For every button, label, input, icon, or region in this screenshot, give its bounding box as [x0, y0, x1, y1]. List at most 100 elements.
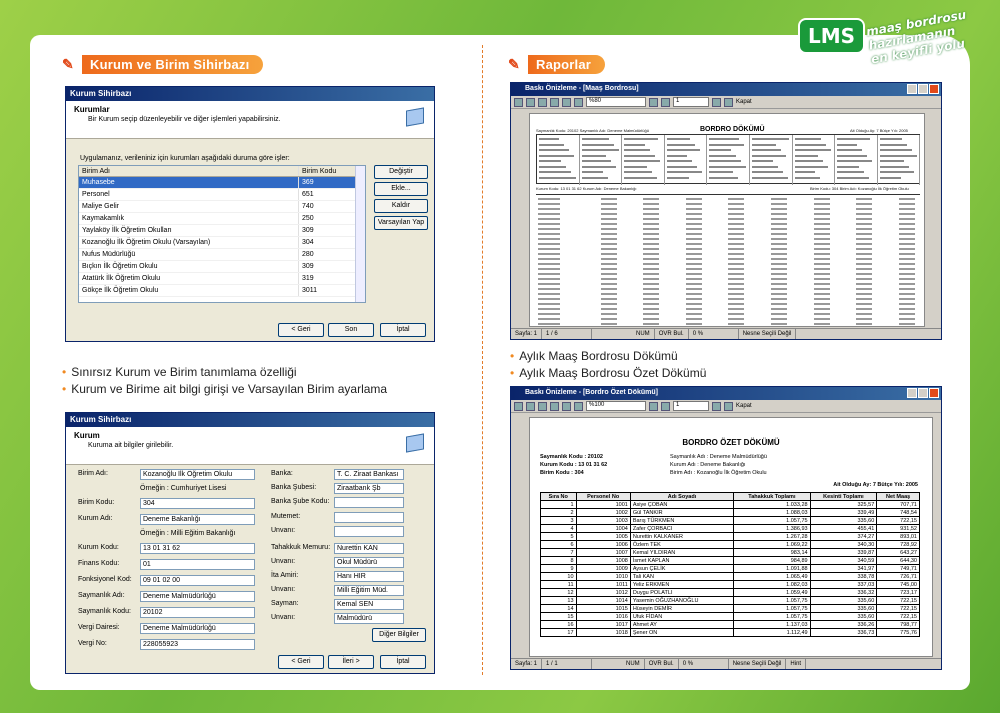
table-row[interactable]: Yaylaköy İlk Öğretim Okulları 309 [79, 225, 365, 237]
page-icon[interactable] [562, 97, 571, 107]
close-icon[interactable] [929, 84, 939, 94]
zoom-icon[interactable] [574, 401, 583, 411]
feature-list-right: • Aylık Maaş Bordrosu Dökümü • Aylık Maaş … [510, 348, 706, 382]
finish-button[interactable]: Son [328, 323, 374, 337]
back-button[interactable]: < Geri [278, 655, 324, 669]
unit-name: Gökçe İlk Öğretim Okulu [79, 285, 299, 296]
field-input[interactable]: Deneme Malmüdürlüğü [140, 591, 255, 602]
field-input[interactable]: Deneme Malmüdürlüğü [140, 623, 255, 634]
lms-logo: LMS [798, 18, 866, 54]
search-icon[interactable] [550, 401, 559, 411]
column-header[interactable]: Birim Adı [79, 166, 299, 176]
add-button[interactable]: Ekle... [374, 182, 428, 196]
cancel-button[interactable]: İptal [380, 323, 426, 337]
field-input[interactable]: Nurettin KAN [334, 543, 404, 554]
prev-page-icon[interactable] [661, 97, 670, 107]
page-icon[interactable] [562, 401, 571, 411]
field-input[interactable]: Kemal SEN [334, 599, 404, 610]
first-page-icon[interactable] [649, 97, 658, 107]
header-cell [750, 135, 793, 185]
table-row[interactable]: Kozanoğlu İlk Öğretim Okulu (Varsayılan)… [79, 237, 365, 249]
close-preview-button[interactable]: Kapat [736, 403, 752, 409]
zoom-icon[interactable] [574, 97, 583, 107]
field-input[interactable]: T. C. Ziraat Bankası [334, 469, 404, 480]
field-input[interactable]: 09 01 02 00 [140, 575, 255, 586]
next-button[interactable]: İleri > [328, 655, 374, 669]
last-page-icon[interactable] [724, 401, 733, 411]
field-input[interactable]: Milli Eğitim Müd. [334, 585, 404, 596]
unit-code: 309 [302, 227, 314, 234]
print-icon[interactable] [514, 401, 523, 411]
more-info-button[interactable]: Diğer Bilgiler [372, 628, 426, 642]
last-page-icon[interactable] [724, 97, 733, 107]
next-page-icon[interactable] [712, 401, 721, 411]
maximize-icon[interactable] [918, 388, 928, 398]
table-row[interactable]: Atatürk İlk Öğretim Okulu 319 [79, 273, 365, 285]
report-header-left: Saymanlık Kodu: 20102 Saymanlık Adı: Den… [536, 128, 649, 133]
field-input[interactable] [334, 512, 404, 523]
save-icon[interactable] [526, 97, 535, 107]
minimize-icon[interactable] [907, 84, 917, 94]
table-row[interactable]: Muhasebe 369 [79, 177, 365, 189]
print-icon[interactable] [514, 97, 523, 107]
field-input[interactable]: 228055923 [140, 639, 255, 650]
table-cell: Özlem TEK [629, 540, 735, 549]
preview-toolbar: %100 1 Kapat [511, 400, 941, 413]
table-row[interactable]: Maliye Gelir 740 [79, 201, 365, 213]
preview-toolbar: %80 1 Kapat [511, 96, 941, 109]
wizard-subheading: Bir Kurum seçip düzenleyebilir ve diğer … [88, 116, 281, 123]
field-input[interactable]: 01 [140, 559, 255, 570]
maximize-icon[interactable] [918, 84, 928, 94]
field-hint: Örneğin : Milli Eğitim Bakanlığı [140, 530, 236, 537]
minimize-icon[interactable] [907, 388, 917, 398]
close-preview-button[interactable]: Kapat [736, 99, 752, 105]
table-row[interactable]: Kaymakamlık 250 [79, 213, 365, 225]
field-input[interactable]: Kozanoğlu İlk Öğretim Okulu [140, 469, 255, 480]
table-row[interactable]: Bıçkın İlk Öğretim Okulu 309 [79, 261, 365, 273]
table-row[interactable]: Nufus Müdürlüğü 280 [79, 249, 365, 261]
back-button[interactable]: < Geri [278, 323, 324, 337]
table-row: 10 1010 Tali KAN 1.065,49 338,78 726,71 [540, 572, 920, 581]
edit-button[interactable]: Değiştir [374, 165, 428, 179]
remove-button[interactable]: Kaldır [374, 199, 428, 213]
open-icon[interactable] [538, 97, 547, 107]
field-input[interactable]: 20102 [140, 607, 255, 618]
scrollbar[interactable] [355, 166, 365, 302]
table-header: Birim Adı Birim Kodu [79, 166, 365, 177]
close-icon[interactable] [929, 388, 939, 398]
table-cell: 1009 [575, 564, 631, 573]
field-input[interactable]: Hanı HIR [334, 571, 404, 582]
table-cell: 336,73 [809, 628, 878, 637]
field-input[interactable]: 304 [140, 498, 255, 509]
field-input[interactable] [334, 497, 404, 508]
table-row[interactable]: Gökçe İlk Öğretim Okulu 3011 [79, 285, 365, 297]
open-icon[interactable] [538, 401, 547, 411]
zoom-select[interactable]: %100 [586, 401, 646, 411]
column-header[interactable]: Birim Kodu [302, 168, 337, 175]
field-input[interactable] [334, 526, 404, 537]
set-default-button[interactable]: Varsayılan Yap [374, 216, 428, 230]
field-input[interactable]: Ziraatbank Şb [334, 483, 404, 494]
report-meta: Saymanlık Kodu : 20102 Kurum Kodu : 13 01… [540, 454, 920, 480]
field-input[interactable]: Okul Müdürü [334, 557, 404, 568]
cancel-button[interactable]: İptal [380, 655, 426, 669]
first-page-icon[interactable] [649, 401, 658, 411]
unit-name: Atatürk İlk Öğretim Okulu [79, 273, 299, 284]
table-cell: 893,01 [876, 532, 920, 541]
prev-page-icon[interactable] [661, 401, 670, 411]
wizard-icon [406, 433, 424, 453]
next-page-icon[interactable] [712, 97, 721, 107]
field-input[interactable]: Malmüdürü [334, 613, 404, 624]
field-input[interactable]: 13 01 31 62 [140, 543, 255, 554]
field-label: Fonksiyonel Kod: [78, 576, 132, 583]
table-cell: 340,30 [809, 540, 878, 549]
save-icon[interactable] [526, 401, 535, 411]
page-input[interactable]: 1 [673, 401, 709, 411]
table-row[interactable]: Personel 651 [79, 189, 365, 201]
search-icon[interactable] [550, 97, 559, 107]
page-input[interactable]: 1 [673, 97, 709, 107]
field-input[interactable]: Deneme Bakanlığı [140, 514, 255, 525]
zoom-select[interactable]: %80 [586, 97, 646, 107]
unit-table[interactable]: Birim Adı Birim Kodu Muhasebe 369 Personel… [78, 165, 366, 303]
table-cell: Yasemin OĞUZHANOĞLU [629, 596, 735, 605]
